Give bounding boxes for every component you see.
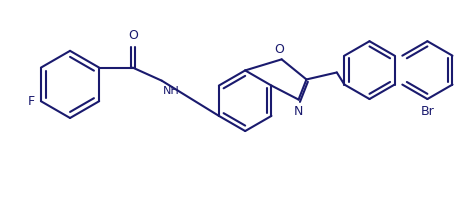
- Text: N: N: [294, 105, 303, 118]
- Text: F: F: [28, 95, 35, 108]
- Text: O: O: [128, 29, 138, 42]
- Text: Br: Br: [420, 105, 434, 118]
- Text: O: O: [275, 43, 284, 56]
- Text: NH: NH: [163, 86, 180, 96]
